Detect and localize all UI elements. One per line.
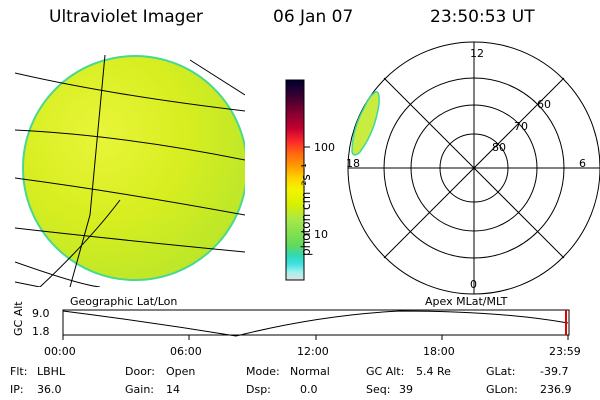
status-glon-value: 236.9 (540, 383, 572, 396)
earth-disk (23, 56, 245, 280)
status-gain-value: 14 (166, 383, 180, 396)
time-tick-2359: 23:59 (549, 345, 581, 358)
polar-image-sliver (351, 91, 380, 156)
instrument-title: Ultraviolet Imager (49, 7, 203, 27)
lat-lon-grid (15, 55, 245, 287)
lat-label-60: 60 (537, 98, 551, 111)
status-ip-value: 36.0 (37, 383, 62, 396)
time-tick-1200: 12:00 (297, 345, 329, 358)
status-glat-label: GLat: (486, 365, 516, 378)
colorbar-tick-100: 100 (314, 141, 335, 154)
status-glat-value: -39.7 (540, 365, 569, 378)
altitude-ymax: 9.0 (32, 307, 50, 320)
time-tick-1800: 18:00 (423, 345, 455, 358)
status-mode-value: Normal (290, 365, 330, 378)
geographic-panel-label: Geographic Lat/Lon (70, 295, 178, 308)
geographic-image (15, 55, 245, 287)
status-seq-label: Seq: (366, 383, 391, 396)
mlt-label-0: 0 (470, 278, 477, 291)
mlt-label-18: 18 (346, 157, 360, 170)
observation-time: 23:50:53 UT (430, 7, 535, 27)
lat-label-80: 80 (492, 141, 506, 154)
status-seq-value: 39 (399, 383, 413, 396)
colorbar-scale (285, 79, 305, 281)
colorbar-tick-10: 10 (314, 228, 328, 241)
lat-label-70: 70 (514, 120, 528, 133)
status-glon-label: GLon: (486, 383, 518, 396)
mlt-label-6: 6 (579, 157, 586, 170)
status-dsp-value: 0.0 (300, 383, 318, 396)
status-mode-label: Mode: (246, 365, 280, 378)
status-flt-label: Flt: (10, 365, 28, 378)
earth-limb (22, 55, 245, 281)
status-dsp-label: Dsp: (246, 383, 271, 396)
altitude-plot (62, 309, 570, 340)
status-gcalt-value: 5.4 Re (416, 365, 451, 378)
status-flt-value: LBHL (37, 365, 66, 378)
altitude-axis-label: GC Alt (12, 301, 25, 336)
observation-date: 06 Jan 07 (273, 7, 354, 27)
time-tick-0000: 00:00 (44, 345, 76, 358)
status-ip-label: IP: (10, 383, 24, 396)
colorbar-unit-label: photon cm⁻²s⁻¹ (299, 163, 313, 256)
time-tick-0600: 06:00 (170, 345, 202, 358)
apex-panel-label: Apex MLat/MLT (425, 295, 508, 308)
status-gain-label: Gain: (125, 383, 154, 396)
status-door-label: Door: (125, 365, 155, 378)
status-door-value: Open (166, 365, 196, 378)
status-gcalt-label: GC Alt: (366, 365, 405, 378)
altitude-ymin: 1.8 (32, 325, 50, 338)
mlt-label-12: 12 (470, 47, 484, 60)
apex-polar-plot (347, 41, 600, 295)
